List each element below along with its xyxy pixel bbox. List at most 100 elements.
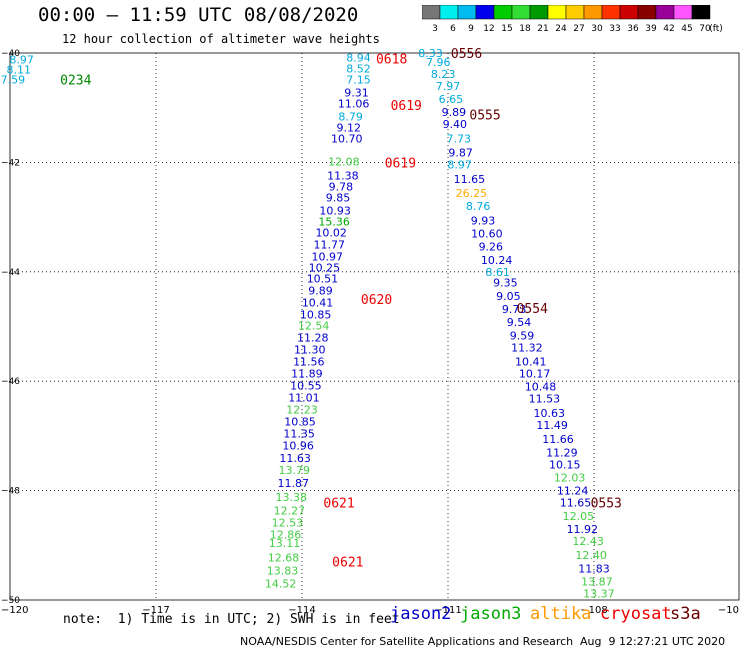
colorbar-label: 3 [432, 24, 438, 33]
wave-height-value: 9.93 [471, 214, 496, 227]
wave-height-value: 10.15 [549, 458, 581, 471]
wave-height-value: 8.97 [447, 159, 472, 172]
wave-height-value: 26.25 [456, 187, 488, 200]
x-tick-label: −10 [718, 605, 739, 616]
wave-height-value: 12.86 [270, 528, 302, 541]
wave-height-value: 10.85 [300, 308, 332, 321]
plot-frame [9, 52, 740, 601]
wave-height-value: 8.33 [418, 47, 443, 60]
x-tick-label: −111 [434, 605, 461, 616]
wave-height-value: 12.53 [272, 516, 304, 529]
wave-height-value: 10.55 [290, 380, 322, 393]
colorbar-label: 39 [645, 24, 657, 33]
wave-height-value: 13.11 [269, 537, 301, 550]
pass-time-label: 0619 [385, 156, 416, 171]
y-tick-label: −48 [1, 487, 20, 497]
wave-height-value: 8.61 [485, 266, 510, 279]
pass-time-label: 0621 [323, 497, 354, 512]
x-tick-label: −114 [288, 605, 315, 616]
wave-height-value: 8.23 [431, 68, 456, 81]
footer-note: note: 1) Time is in UTC; 2) SWH is in fe… [63, 612, 400, 627]
satellite-legend-item: jason3 [460, 604, 522, 624]
pass-time-label: 0621 [332, 556, 363, 571]
wave-height-value: 10.25 [309, 261, 341, 274]
wave-height-value: 7.96 [426, 56, 451, 69]
colorbar-label: 21 [537, 24, 548, 33]
wave-height-value: 12.43 [572, 535, 604, 548]
colorbar-label: 24 [555, 24, 567, 33]
wave-height-value: 13.79 [278, 464, 310, 477]
wave-height-value: 9.12 [336, 121, 361, 134]
wave-height-value: 9.73 [502, 303, 527, 316]
wave-height-value: 11.65 [454, 173, 486, 186]
wave-height-value: 12.08 [328, 155, 360, 168]
wave-height-value: 10.70 [331, 132, 363, 145]
colorbar-unit: (ft) [709, 24, 723, 33]
wave-height-value: 11.38 [327, 170, 359, 183]
colorbar-label: 27 [573, 24, 584, 33]
colorbar-swatch [691, 5, 711, 20]
wave-height-value: 9.87 [448, 147, 473, 160]
pass-time-label: 0234 [60, 73, 91, 88]
page-title: 00:00 – 11:59 UTC 08/08/2020 [38, 4, 359, 26]
wave-height-value: 8.94 [346, 51, 371, 64]
satellite-legend-item: jason2 [390, 604, 452, 624]
colorbar-label: 12 [483, 24, 494, 33]
wave-height-value: 10.48 [525, 381, 557, 394]
colorbar-label: 6 [450, 24, 456, 33]
wave-height-value: 13.37 [583, 587, 615, 600]
wave-height-value: 11.92 [567, 523, 599, 536]
footer-credit: NOAA/NESDIS Center for Satellite Applica… [240, 635, 574, 648]
colorbar-label: 70 [699, 24, 711, 33]
pass-time-label: 0554 [517, 302, 548, 317]
wave-height-value: 9.40 [443, 118, 468, 131]
y-tick-label: −46 [1, 377, 20, 387]
colorbar-label: 33 [609, 24, 620, 33]
colorbar-label: 45 [681, 24, 692, 33]
wave-height-value: 11.24 [557, 485, 589, 498]
wave-height-value: 11.49 [536, 419, 568, 432]
wave-height-value: 11.29 [546, 446, 578, 459]
page-subtitle: 12 hour collection of altimeter wave hei… [62, 32, 380, 46]
wave-height-value: 9.59 [510, 329, 535, 342]
wave-height-value: 10.85 [284, 416, 316, 429]
wave-height-value: 9.85 [326, 191, 351, 204]
wave-height-value: 9.78 [329, 180, 354, 193]
satellite-legend-item: altika [530, 604, 592, 624]
satellite-legend-item: s3a [670, 604, 701, 624]
colorbar-label: 42 [663, 24, 674, 33]
wave-height-value: 10.41 [515, 356, 547, 369]
color-scale-legend: 3 6 9 12 15 18 21 24 27 30 33 36 39 42 45 70(ft) [422, 5, 723, 33]
y-tick-label: −50 [1, 596, 20, 606]
wave-height-value: 11.06 [338, 97, 370, 110]
wave-height-value: 9.89 [308, 284, 333, 297]
wave-height-value: 12.40 [575, 549, 607, 562]
wave-height-value: 11.56 [293, 356, 325, 369]
wave-height-value: 10.96 [282, 440, 314, 453]
wave-height-value: 12.05 [563, 510, 595, 523]
wave-height-value: 8.52 [346, 62, 371, 75]
wave-height-value: 9.31 [344, 86, 369, 99]
colorbar-label: 30 [591, 24, 603, 33]
wave-height-value: 10.51 [307, 272, 339, 285]
wave-height-value: 11.89 [291, 368, 323, 381]
wave-height-value: 10.60 [471, 228, 503, 241]
pass-time-label: 0555 [469, 108, 500, 123]
wave-height-value: 13.38 [276, 491, 308, 504]
pass-time-label: 0553 [591, 497, 622, 512]
wave-height-value: 9.54 [507, 316, 532, 329]
colorbar-label: 9 [468, 24, 474, 33]
wave-height-value: 14.52 [265, 578, 297, 591]
wave-height-value: 8.11 [7, 63, 32, 76]
x-tick-label: −108 [580, 605, 607, 616]
wave-height-value: 9.26 [479, 241, 504, 254]
pass-time-label: 0620 [361, 293, 392, 308]
wave-height-value: 7.73 [446, 132, 471, 145]
wave-height-value: 11.32 [511, 341, 543, 354]
wave-height-value: 10.97 [312, 250, 344, 263]
wave-height-value: 11.35 [283, 428, 315, 441]
wave-height-value: 11.77 [314, 238, 346, 251]
wave-height-value: 10.17 [519, 368, 551, 381]
wave-height-value: 6.65 [439, 93, 464, 106]
pass-time-label: 0556 [451, 47, 482, 62]
